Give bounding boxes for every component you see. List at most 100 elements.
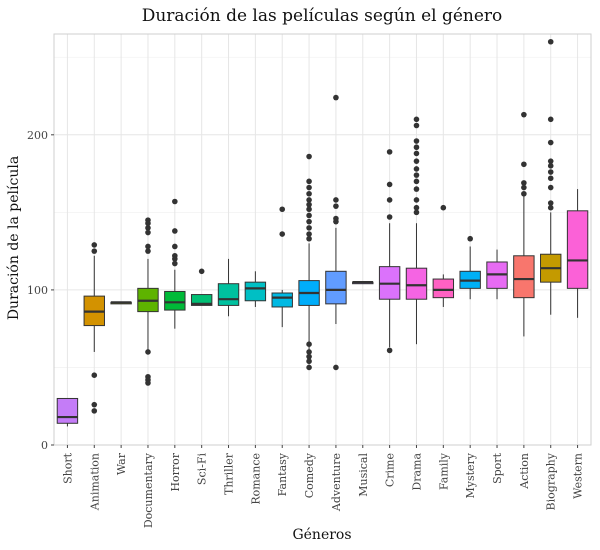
outlier-point bbox=[198, 268, 205, 275]
outlier-point bbox=[306, 235, 312, 242]
outlier-point bbox=[521, 180, 527, 186]
outlier-point bbox=[172, 228, 178, 234]
box-group-comedy bbox=[298, 153, 320, 371]
box-group-adventure bbox=[325, 94, 347, 371]
box bbox=[271, 292, 293, 308]
x-tick-label: Short bbox=[61, 452, 74, 484]
x-tick-label: Romance bbox=[249, 453, 262, 505]
box bbox=[513, 255, 535, 299]
outlier-point bbox=[547, 163, 554, 169]
outlier-point bbox=[521, 190, 527, 197]
x-tick-label: Comedy bbox=[303, 452, 316, 498]
outlier-point bbox=[172, 256, 178, 262]
box bbox=[56, 397, 79, 424]
outlier-point bbox=[413, 138, 420, 144]
outlier-point bbox=[386, 347, 393, 354]
box-group-short bbox=[56, 397, 79, 427]
outlier-point bbox=[547, 200, 554, 206]
x-axis-title: Géneros bbox=[292, 527, 351, 543]
x-tick-label: Adventure bbox=[330, 453, 343, 512]
outlier-point bbox=[279, 231, 286, 237]
outlier-point bbox=[413, 178, 420, 185]
outlier-point bbox=[413, 186, 420, 192]
box-group-crime bbox=[378, 149, 401, 354]
outlier-point bbox=[547, 169, 554, 175]
outlier-point bbox=[521, 111, 527, 118]
outlier-point bbox=[145, 243, 151, 250]
x-tick-label: Thriller bbox=[223, 452, 236, 495]
box-group-drama bbox=[405, 116, 428, 345]
outlier-point bbox=[91, 408, 98, 414]
box bbox=[405, 267, 428, 300]
box-group-musical bbox=[352, 281, 374, 285]
outlier-point bbox=[467, 235, 473, 242]
x-tick-label: Animation bbox=[88, 453, 101, 511]
y-tick-label: 0 bbox=[41, 439, 48, 452]
outlier-point bbox=[413, 122, 420, 129]
outlier-point bbox=[521, 184, 527, 191]
box bbox=[190, 294, 213, 306]
outlier-point bbox=[306, 201, 312, 208]
outlier-point bbox=[386, 197, 393, 203]
outlier-point bbox=[547, 38, 554, 45]
outlier-point bbox=[547, 158, 554, 164]
outlier-point bbox=[413, 197, 420, 203]
outlier-point bbox=[306, 184, 312, 191]
outlier-point bbox=[172, 243, 178, 250]
outlier-point bbox=[440, 204, 447, 211]
x-tick-label: Sport bbox=[491, 452, 504, 483]
outlier-point bbox=[306, 206, 312, 213]
box-group-mystery bbox=[459, 235, 481, 300]
x-tick-label: Crime bbox=[384, 453, 397, 487]
x-tick-label: Action bbox=[518, 453, 531, 490]
x-tick-label: Fantasy bbox=[276, 452, 289, 496]
box bbox=[325, 270, 347, 305]
x-tick-label: Biography bbox=[545, 452, 558, 510]
box-group-biography bbox=[540, 38, 562, 315]
box-group-family bbox=[432, 204, 455, 307]
outlier-point bbox=[306, 231, 312, 237]
outlier-point bbox=[413, 204, 420, 211]
y-tick-labels: 0 100 200 bbox=[27, 129, 54, 452]
plot-panel bbox=[53, 33, 592, 446]
box-group-action bbox=[513, 111, 535, 337]
box bbox=[566, 210, 589, 289]
box-group-thriller bbox=[217, 258, 240, 317]
outlier-point bbox=[91, 242, 98, 248]
outlier-point bbox=[91, 401, 98, 408]
chart-title: Duración de las películas según el géner… bbox=[142, 6, 503, 26]
outlier-point bbox=[333, 203, 339, 209]
outlier-point bbox=[306, 197, 312, 203]
outlier-point bbox=[413, 116, 420, 123]
outlier-point bbox=[279, 206, 286, 213]
box-group-horror bbox=[164, 198, 186, 329]
outlier-point bbox=[413, 166, 420, 172]
outlier-point bbox=[145, 380, 151, 386]
y-tick-label: 100 bbox=[27, 284, 48, 297]
x-tick-label: Sci-Fi bbox=[196, 453, 209, 486]
panel-background bbox=[54, 34, 591, 445]
box bbox=[244, 281, 267, 302]
outlier-point bbox=[547, 116, 554, 123]
outlier-point bbox=[413, 158, 420, 164]
outlier-point bbox=[386, 214, 393, 220]
x-tick-label: Western bbox=[572, 453, 585, 499]
x-tick-label: Documentary bbox=[142, 452, 155, 528]
outlier-point bbox=[306, 353, 312, 360]
box bbox=[164, 290, 186, 311]
outlier-point bbox=[333, 218, 339, 225]
y-axis-title: Duración de la película bbox=[6, 156, 22, 320]
outlier-point bbox=[145, 229, 151, 236]
x-tick-label: Mystery bbox=[464, 452, 477, 498]
outlier-point bbox=[333, 364, 339, 371]
outlier-point bbox=[145, 248, 151, 254]
outlier-point bbox=[333, 197, 339, 203]
box-group-documentary bbox=[137, 217, 159, 386]
box-group-sport bbox=[486, 249, 508, 300]
outlier-point bbox=[145, 220, 151, 227]
outlier-point bbox=[386, 149, 393, 155]
outlier-point bbox=[306, 178, 312, 185]
outlier-point bbox=[333, 94, 339, 101]
box-group-romance bbox=[244, 271, 267, 307]
